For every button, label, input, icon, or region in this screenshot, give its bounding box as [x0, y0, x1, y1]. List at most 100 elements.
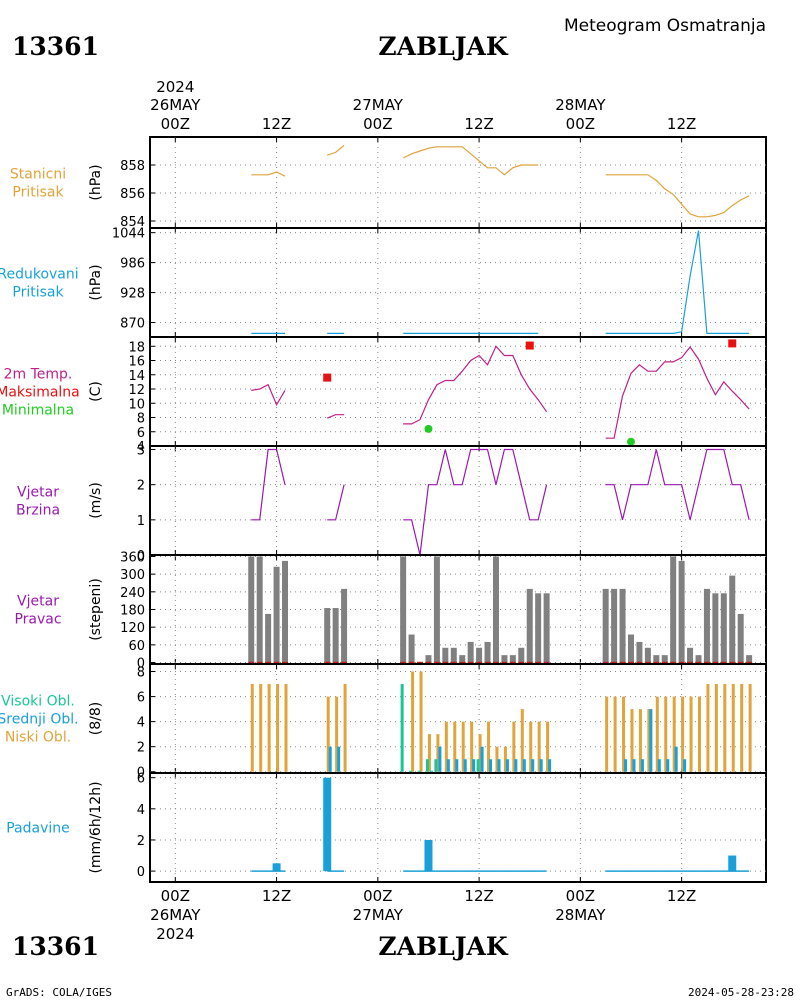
cloud-low-bar: [714, 684, 718, 772]
wind-direction-bar: [282, 560, 289, 663]
y-tick-label: 0: [137, 657, 145, 672]
panel-frame-wind_speed: [149, 445, 767, 556]
y-tick-label: 8: [137, 412, 145, 427]
wind-direction-bar: [332, 608, 339, 663]
precip-bar: [323, 777, 332, 872]
y-tick-label: 10: [128, 397, 145, 412]
panel-label-pressure: Stanicni: [10, 167, 66, 183]
cloud-low-bar: [664, 696, 668, 772]
cloud-mid-bar: [497, 759, 501, 772]
wind-direction-bar: [408, 634, 415, 663]
wind-direction-bar: [678, 560, 685, 663]
precip-bar: [272, 863, 281, 872]
y-tick-label: 0: [137, 766, 145, 781]
cloud-mid-bar: [548, 759, 552, 772]
cloud-low-bar: [647, 709, 651, 772]
cloud-low-bar: [740, 684, 744, 772]
footer-station-name: ZABLJAK: [378, 932, 509, 961]
wind-direction-bar: [611, 588, 618, 663]
wind-direction-bar: [644, 647, 651, 663]
top-hour-label: 12Z: [464, 115, 493, 133]
panel-label-wind_speed: Vjetar: [17, 485, 59, 501]
cloud-mid-bar: [539, 759, 543, 772]
panel-label-reduced: Redukovani: [0, 267, 79, 283]
cloud-mid-bar: [649, 709, 653, 772]
precip-bar: [728, 855, 737, 872]
cloud-mid-bar: [505, 759, 509, 772]
series-line-wind_speed: [327, 484, 345, 521]
footer-station-id: 13361: [12, 932, 99, 961]
y-tick-label: 16: [128, 355, 145, 370]
cloud-mid-bar: [531, 759, 535, 772]
cloud-mid-bar: [489, 759, 493, 772]
panel-label-temp: Minimalna: [2, 403, 74, 419]
wind-direction-bar: [501, 655, 508, 663]
series-line-wind_speed: [403, 448, 548, 556]
wind-direction-bar: [746, 655, 753, 663]
header-subtitle: Meteogram Osmatranja: [564, 16, 766, 36]
cloud-mid-bar: [480, 746, 484, 772]
panel-label-precip: Padavine: [6, 821, 70, 837]
cloud-low-bar: [529, 721, 533, 772]
series-line-wind_speed: [605, 448, 750, 520]
top-hour-label: 12Z: [262, 115, 291, 133]
y-tick-label: 2: [137, 479, 145, 494]
y-axis-label-precip: (mm/6h/12h): [88, 781, 104, 873]
panel-label-clouds: Visoki Obl.: [1, 694, 75, 710]
y-tick-label: 6: [137, 772, 145, 787]
bottom-hour-label: 12Z: [667, 887, 696, 905]
cloud-low-bar: [495, 746, 499, 772]
cloud-low-bar: [655, 696, 659, 772]
series-line-wind_speed: [251, 448, 286, 521]
series-line-pressure: [327, 144, 345, 156]
cloud-high-bar: [434, 759, 438, 772]
cloud-mid-bar: [472, 759, 476, 772]
cloud-low-bar: [622, 696, 626, 772]
y-axis-label-wind_speed: (m/s): [88, 482, 104, 519]
wind-direction-bar: [720, 593, 727, 663]
y-tick-label: 18: [128, 340, 145, 355]
cloud-mid-bar: [446, 759, 450, 772]
wind-direction-bar: [535, 593, 542, 663]
cloud-low-bar: [706, 684, 710, 772]
bottom-date-label: 26MAY: [150, 906, 201, 924]
cloud-high-bar: [425, 759, 429, 772]
bottom-hour-label: 00Z: [566, 887, 595, 905]
series-line-pressure: [605, 174, 750, 218]
header-station-name: ZABLJAK: [378, 32, 509, 61]
bottom-date-label: 28MAY: [555, 906, 606, 924]
tmax-marker: [525, 341, 534, 350]
series-line-reduced: [605, 230, 750, 334]
wind-direction-bar: [526, 588, 533, 663]
cloud-mid-bar: [455, 759, 459, 772]
y-tick-label: 4: [137, 440, 145, 455]
panel-label-temp: 2m Temp.: [4, 367, 73, 383]
y-tick-label: 986: [120, 257, 145, 272]
wind-direction-bar: [459, 655, 466, 663]
cloud-mid-bar: [522, 759, 526, 772]
y-tick-label: 120: [120, 621, 145, 636]
cloud-high-bar: [409, 770, 413, 772]
panel-label-reduced: Pritisak: [12, 285, 64, 301]
y-tick-label: 6: [137, 691, 145, 706]
wind-direction-bar: [712, 593, 719, 663]
tmin-marker: [424, 424, 433, 433]
y-axis-label-clouds: (8/8): [88, 702, 104, 735]
cloud-low-bar: [613, 696, 617, 772]
y-tick-label: 360: [120, 550, 145, 565]
panel-label-pressure: Pritisak: [12, 185, 64, 201]
cloud-low-bar: [453, 721, 457, 772]
cloud-low-bar: [276, 684, 280, 772]
y-tick-label: 14: [128, 369, 145, 384]
wind-direction-bar: [627, 634, 634, 663]
cloud-low-bar: [470, 721, 474, 772]
series-line-temp: [326, 414, 345, 419]
wind-direction-bar: [695, 655, 702, 663]
wind-direction-bar: [543, 593, 550, 663]
panel-frame-pressure: [149, 136, 767, 229]
cloud-high-bar: [417, 770, 421, 772]
y-tick-label: 2: [137, 741, 145, 756]
cloud-low-bar: [630, 709, 634, 772]
cloud-low-bar: [487, 721, 491, 772]
wind-direction-bar: [467, 641, 474, 663]
